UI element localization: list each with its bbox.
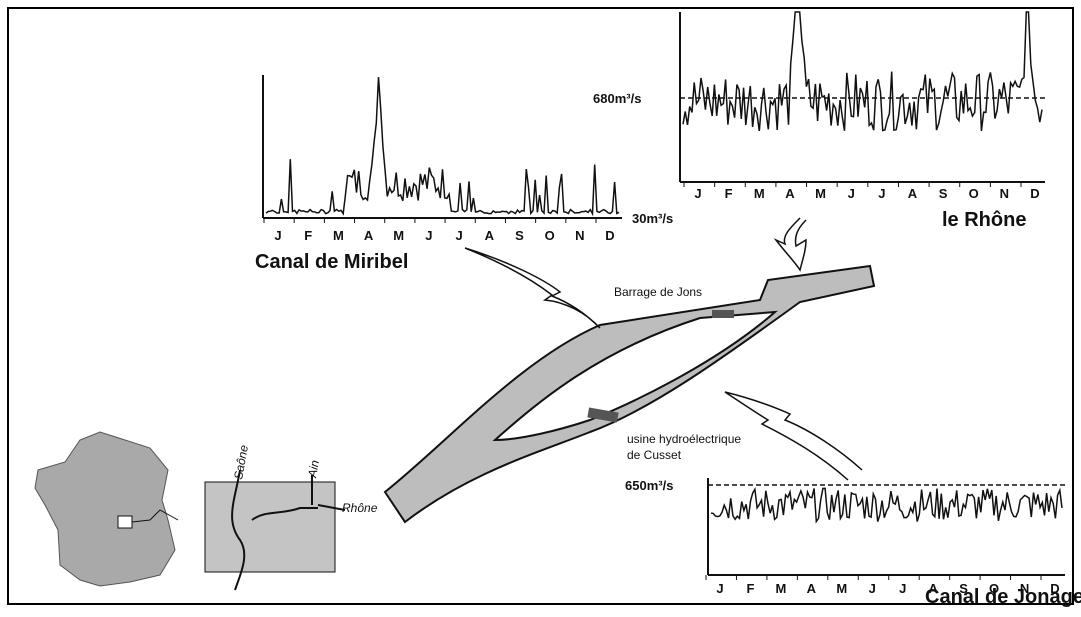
month-label: A	[807, 581, 817, 596]
month-label: F	[725, 186, 733, 201]
month-label: A	[485, 228, 495, 243]
hydrograph	[266, 77, 619, 214]
map-label: Rhône	[342, 501, 378, 515]
dam	[712, 310, 734, 318]
reference-label: 30m³/s	[632, 211, 673, 226]
month-label: M	[815, 186, 826, 201]
month-label: M	[393, 228, 404, 243]
month-label: N	[1000, 186, 1009, 201]
month-label: J	[869, 581, 876, 596]
month-label: J	[878, 186, 885, 201]
month-label: M	[754, 186, 765, 201]
month-label: J	[716, 581, 723, 596]
month-label: O	[969, 186, 979, 201]
month-label: S	[515, 228, 524, 243]
month-label: J	[848, 186, 855, 201]
month-label: S	[939, 186, 948, 201]
month-label: J	[274, 228, 281, 243]
month-label: J	[694, 186, 701, 201]
month-label: M	[775, 581, 786, 596]
plant-label: de Cusset	[627, 448, 682, 462]
month-label: F	[746, 581, 754, 596]
month-label: M	[836, 581, 847, 596]
inset-map	[205, 482, 335, 572]
month-label: J	[455, 228, 462, 243]
month-label: D	[1030, 186, 1039, 201]
map-label: Saône	[231, 444, 251, 481]
reference-label: 650m³/s	[625, 478, 673, 493]
figure: Barrage de Jons usine hydroélectrique de…	[0, 0, 1081, 612]
map-label: Ain	[305, 459, 322, 480]
reference-label: 680m³/s	[593, 91, 641, 106]
dam-label: Barrage de Jons	[614, 285, 702, 299]
month-label: N	[575, 228, 584, 243]
month-label: D	[605, 228, 614, 243]
month-label: A	[785, 186, 795, 201]
month-label: J	[899, 581, 906, 596]
hydrograph	[683, 12, 1042, 131]
hydrograph	[711, 488, 1062, 521]
chart-title: Canal de Miribel	[255, 251, 408, 273]
month-label: M	[333, 228, 344, 243]
month-label: A	[364, 228, 374, 243]
plant-label: usine hydroélectrique	[627, 432, 741, 446]
month-label: J	[425, 228, 432, 243]
chart-title: Canal de Jonage	[925, 586, 1081, 608]
map-region	[118, 516, 132, 528]
page: Barrage de Jons usine hydroélectrique de…	[0, 0, 1081, 617]
month-label: A	[908, 186, 918, 201]
france-map	[35, 432, 175, 586]
month-label: O	[545, 228, 555, 243]
month-label: F	[304, 228, 312, 243]
chart-title: le Rhône	[942, 209, 1026, 231]
